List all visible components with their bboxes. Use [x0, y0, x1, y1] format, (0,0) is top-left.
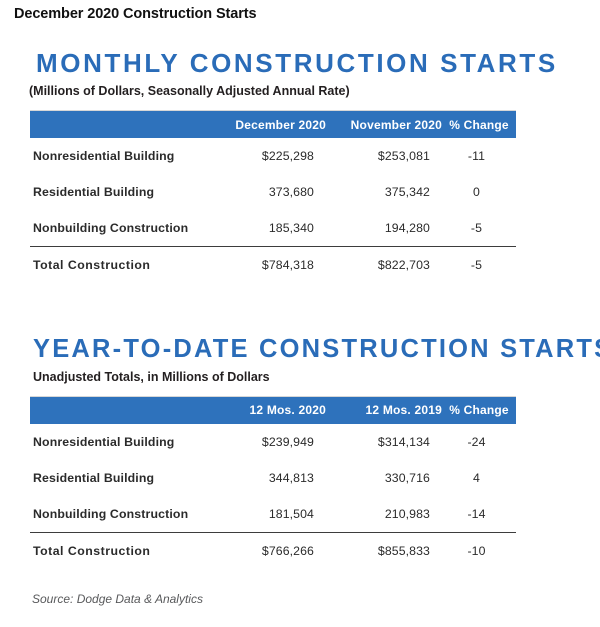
table-top-rule [30, 395, 516, 397]
total-label: Total Construction [30, 531, 216, 569]
cell-period-2: 330,716 [384, 470, 430, 485]
table-ytd-head: 12 Mos. 2020 12 Mos. 2019 % Change [30, 396, 516, 424]
table-top-rule [30, 110, 516, 112]
cell-period-1: 185,340 [268, 221, 314, 236]
cell-percent-change: -5 [470, 221, 483, 236]
column-header-percent-change: % Change [449, 117, 509, 132]
column-header-category [30, 111, 216, 138]
cell-period-2: $314,134 [377, 434, 430, 449]
cell-percent-change: 0 [473, 185, 480, 200]
table-ytd: 12 Mos. 2020 12 Mos. 2019 % Change Nonre… [30, 396, 516, 569]
row-label: Nonresidential Building [33, 434, 175, 449]
cell-period-1: 344,813 [268, 470, 314, 485]
column-header-period-1: 12 Mos. 2020 [249, 403, 326, 418]
table-row: Nonresidential Building $239,949 $314,13… [30, 424, 516, 460]
table-total-row: Total Construction $766,266 $855,833 -10 [30, 531, 516, 569]
row-label: Residential Building [33, 185, 155, 200]
cell-period-1: $239,949 [261, 434, 314, 449]
cell-percent-change: -24 [467, 434, 486, 449]
column-header-period-1: December 2020 [235, 117, 326, 132]
row-label: Nonbuilding Construction [33, 506, 189, 521]
total-period-2: $822,703 [326, 246, 442, 284]
section-year-to-date-construction-starts: YEAR-TO-DATE CONSTRUCTION STARTS Unadjus… [0, 336, 600, 569]
table-header-row: 12 Mos. 2020 12 Mos. 2019 % Change [30, 396, 516, 424]
table-row: Nonresidential Building $225,298 $253,08… [30, 138, 516, 174]
section-monthly-construction-starts: MONTHLY CONSTRUCTION STARTS (Millions of… [0, 48, 600, 284]
table-ytd-body: Nonresidential Building $239,949 $314,13… [30, 424, 516, 569]
column-header-category [30, 397, 216, 424]
table-total-row: Total Construction $784,318 $822,703 -5 [30, 246, 516, 284]
cell-period-2: $253,081 [377, 149, 430, 164]
total-label: Total Construction [30, 246, 216, 284]
table-row: Residential Building 344,813 330,716 4 [30, 460, 516, 496]
section-title-ytd: YEAR-TO-DATE CONSTRUCTION STARTS [33, 335, 600, 363]
cell-percent-change: -11 [467, 149, 486, 164]
table-monthly-head: December 2020 November 2020 % Change [30, 111, 516, 139]
table-row: Nonbuilding Construction 185,340 194,280… [30, 210, 516, 247]
cell-period-1: 181,504 [268, 506, 314, 521]
column-header-period-2: 12 Mos. 2019 [365, 403, 442, 418]
section-title-monthly: MONTHLY CONSTRUCTION STARTS [36, 48, 558, 78]
section-subtitle-monthly: (Millions of Dollars, Seasonally Adjuste… [29, 84, 350, 99]
cell-period-2: 375,342 [384, 185, 430, 200]
total-percent-change: -5 [442, 246, 516, 284]
table-ytd-wrapper: 12 Mos. 2020 12 Mos. 2019 % Change Nonre… [30, 395, 516, 569]
row-label: Nonresidential Building [33, 149, 175, 164]
cell-period-2: 210,983 [384, 506, 430, 521]
row-label: Residential Building [33, 470, 155, 485]
table-row: Nonbuilding Construction 181,504 210,983… [30, 496, 516, 533]
cell-period-2: 194,280 [384, 221, 430, 236]
source-note: Source: Dodge Data & Analytics [32, 592, 203, 606]
cell-percent-change: 4 [473, 470, 480, 485]
table-monthly-body: Nonresidential Building $225,298 $253,08… [30, 138, 516, 284]
total-period-2: $855,833 [326, 531, 442, 569]
section-subtitle-ytd: Unadjusted Totals, in Millions of Dollar… [33, 369, 270, 384]
table-header-row: December 2020 November 2020 % Change [30, 111, 516, 139]
table-monthly: December 2020 November 2020 % Change Non… [30, 111, 516, 284]
total-period-1: $766,266 [216, 531, 326, 569]
column-header-percent-change: % Change [449, 403, 509, 418]
cell-period-1: 373,680 [268, 185, 314, 200]
cell-period-1: $225,298 [261, 149, 314, 164]
cell-percent-change: -14 [467, 506, 486, 521]
page-title: December 2020 Construction Starts [14, 6, 257, 22]
table-row: Residential Building 373,680 375,342 0 [30, 174, 516, 210]
table-monthly-wrapper: December 2020 November 2020 % Change Non… [30, 110, 516, 284]
total-period-1: $784,318 [216, 246, 326, 284]
total-percent-change: -10 [442, 531, 516, 569]
row-label: Nonbuilding Construction [33, 221, 189, 236]
column-header-period-2: November 2020 [350, 117, 442, 132]
